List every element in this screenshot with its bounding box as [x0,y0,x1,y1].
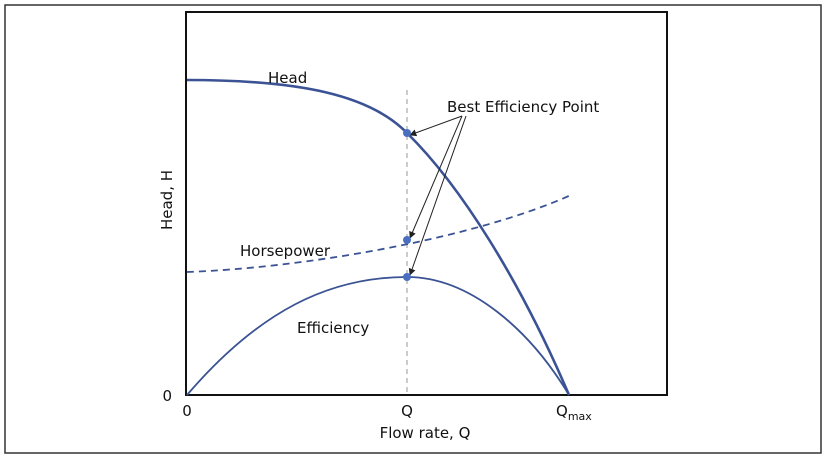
x-tick-label: 0 [182,402,192,420]
x-axis-label: Flow rate, Q [380,424,471,442]
y-origin-label: 0 [162,387,172,405]
y-axis-label: Head, H [158,170,176,230]
bep-point [403,129,411,137]
plot-frame [185,11,668,396]
curve-label: Head [268,69,307,87]
curve-label: Horsepower [240,242,331,260]
bep-point [403,236,411,244]
annotation-arrow [408,115,467,276]
bep-point [403,273,411,281]
x-tick-label: Q [401,402,413,420]
efficiency-curve [186,276,570,396]
head-curve [186,78,571,396]
x-tick-main: Q [556,402,568,420]
x-tick-label: Qmax [556,402,592,423]
outer-frame [4,4,822,454]
horsepower-curve [186,194,572,273]
x-tick-sub: max [568,410,592,423]
annotation: Best Efficiency Point [447,98,599,116]
annotation-arrow [409,115,463,239]
curve-label: Efficiency [297,319,369,337]
annotation-arrow [409,115,463,137]
